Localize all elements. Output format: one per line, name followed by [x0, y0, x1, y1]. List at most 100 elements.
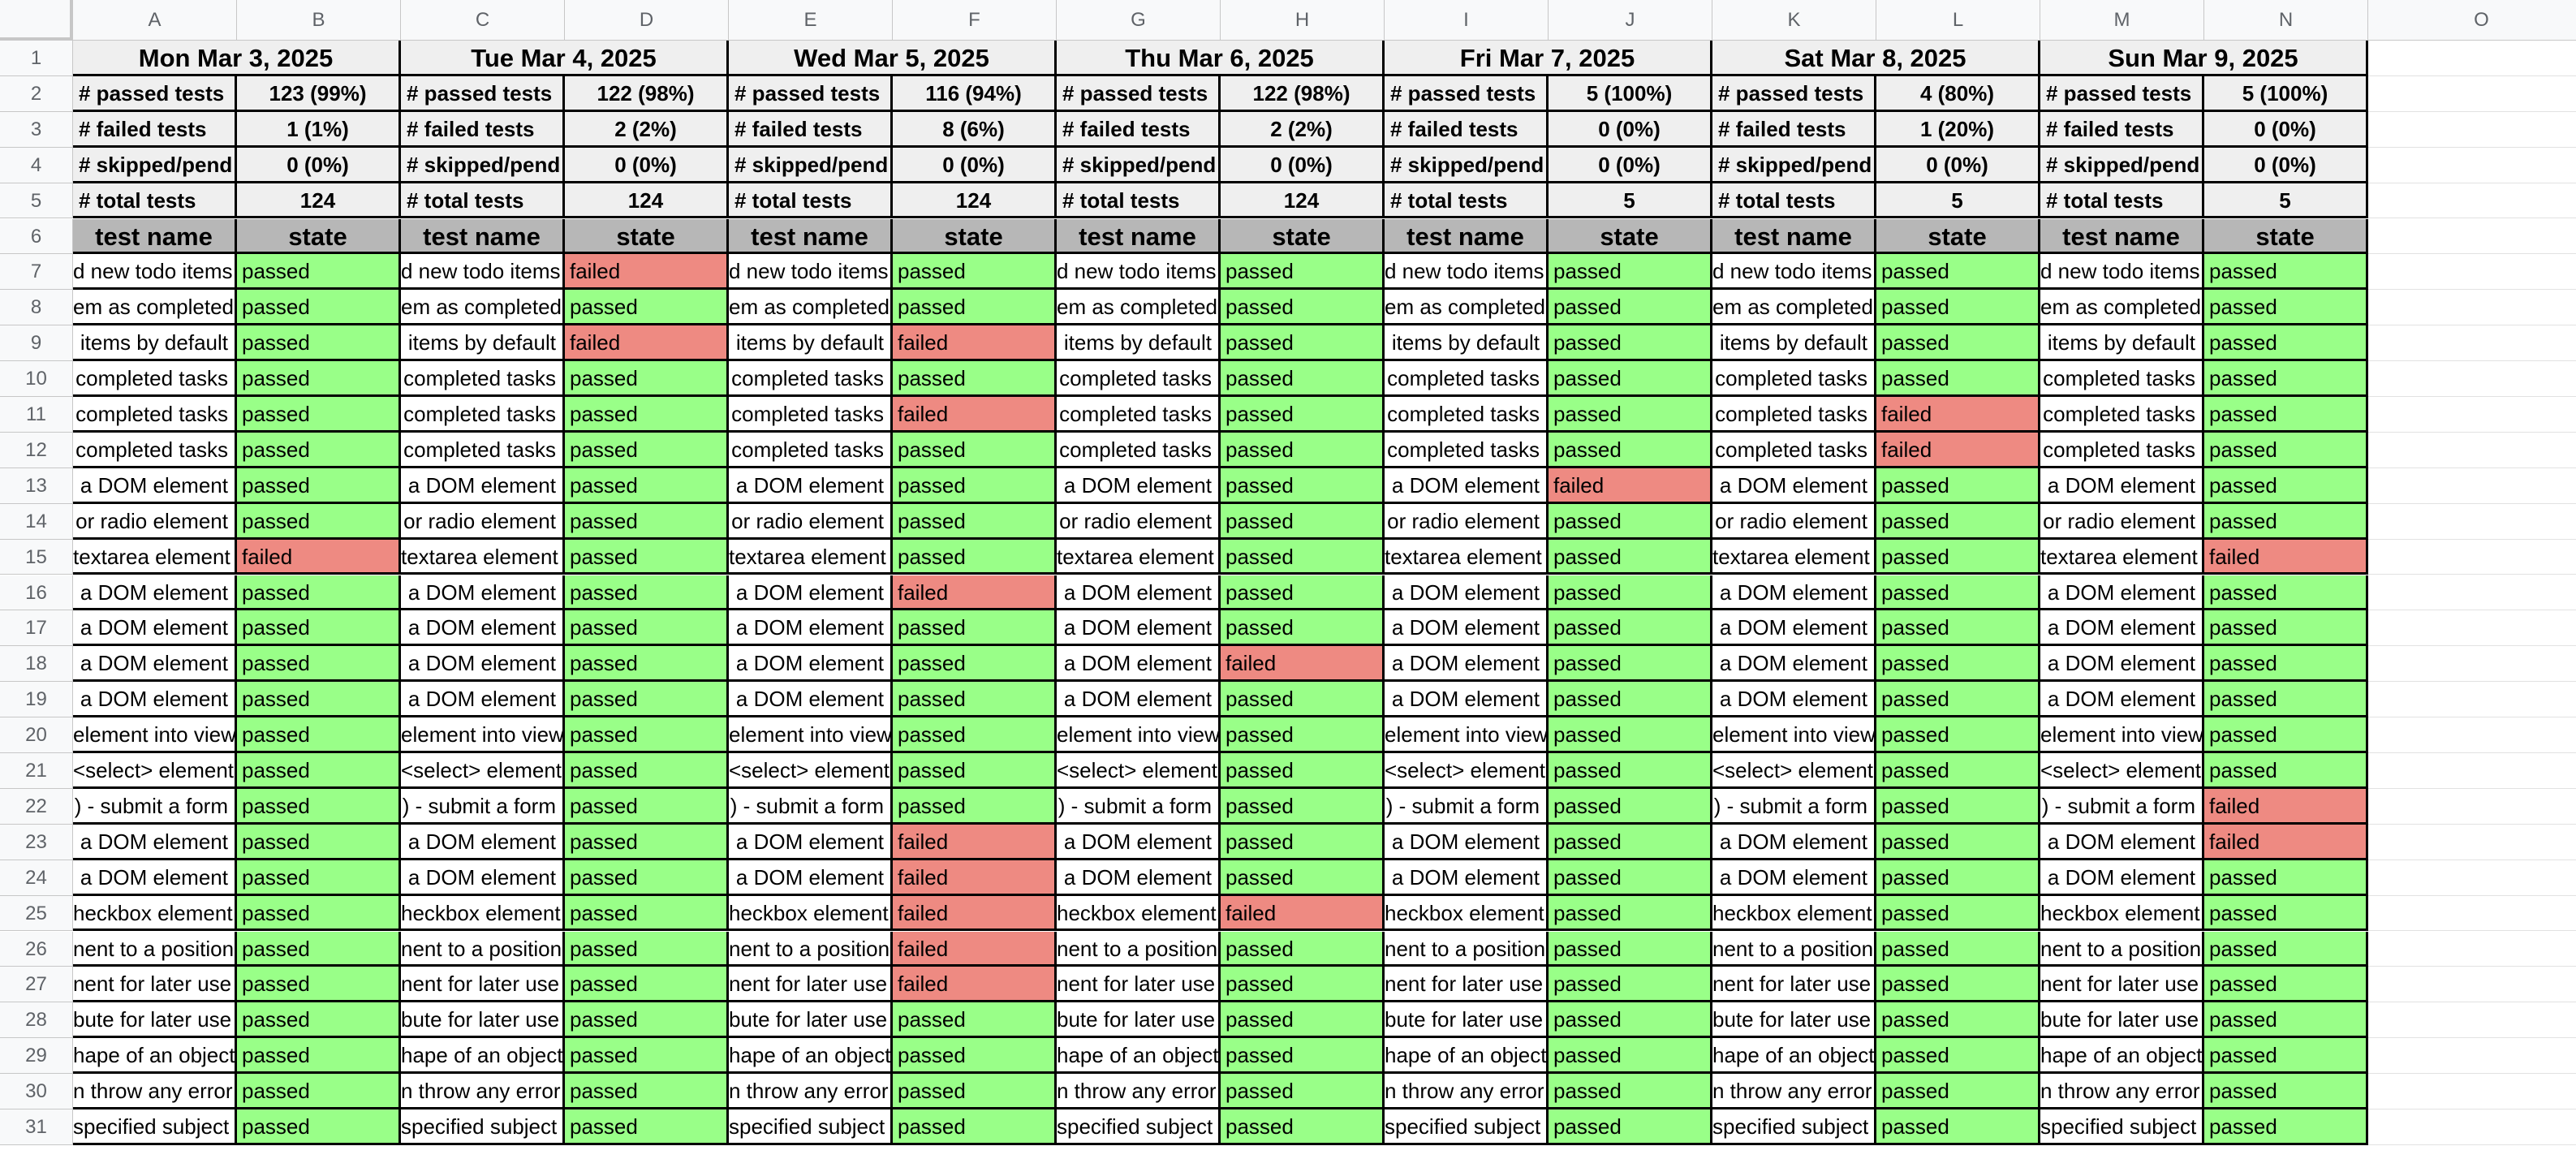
- test-name-cell[interactable]: or radio element: [401, 503, 565, 540]
- column-header-g[interactable]: G: [1057, 0, 1221, 41]
- test-state-cell[interactable]: passed: [2204, 967, 2368, 1003]
- test-state-cell[interactable]: passed: [237, 610, 401, 647]
- row-header-21[interactable]: 21: [0, 753, 73, 789]
- test-name-cell[interactable]: em as completed: [729, 290, 893, 326]
- test-name-cell[interactable]: hape of an object: [73, 1038, 237, 1075]
- test-state-cell[interactable]: passed: [1221, 325, 1385, 362]
- test-state-cell[interactable]: failed: [893, 895, 1057, 932]
- test-name-cell[interactable]: nent for later use: [401, 967, 565, 1003]
- test-state-cell[interactable]: passed: [565, 1109, 729, 1145]
- test-state-cell[interactable]: passed: [1549, 503, 1712, 540]
- test-name-cell[interactable]: hape of an object: [729, 1038, 893, 1075]
- test-state-cell[interactable]: passed: [1549, 717, 1712, 753]
- test-state-cell[interactable]: passed: [565, 503, 729, 540]
- test-name-cell[interactable]: n throw any error: [2040, 1074, 2204, 1109]
- column-header-o[interactable]: O: [2368, 0, 2576, 41]
- test-name-cell[interactable]: em as completed: [2040, 290, 2204, 326]
- test-name-cell[interactable]: <select> element: [729, 753, 893, 789]
- test-state-cell[interactable]: passed: [565, 646, 729, 683]
- test-name-cell[interactable]: specified subject: [73, 1109, 237, 1145]
- test-state-cell[interactable]: passed: [2204, 753, 2368, 789]
- test-state-cell[interactable]: passed: [237, 575, 401, 611]
- test-name-cell[interactable]: hape of an object: [1712, 1038, 1876, 1075]
- test-state-cell[interactable]: passed: [1221, 290, 1385, 326]
- test-name-cell[interactable]: hape of an object: [1057, 1038, 1221, 1075]
- test-name-cell[interactable]: a DOM element: [1712, 575, 1876, 611]
- test-state-cell[interactable]: passed: [1876, 610, 2040, 647]
- test-state-cell[interactable]: passed: [893, 539, 1057, 575]
- test-state-cell[interactable]: passed: [893, 1002, 1057, 1039]
- test-name-cell[interactable]: d new todo items: [73, 254, 237, 291]
- test-name-cell[interactable]: ) - submit a form: [729, 788, 893, 825]
- test-name-cell[interactable]: a DOM element: [73, 610, 237, 647]
- empty-cell[interactable]: [2368, 967, 2576, 1003]
- row-header-17[interactable]: 17: [0, 610, 73, 647]
- empty-cell[interactable]: [2368, 111, 2576, 148]
- test-state-cell[interactable]: passed: [565, 1002, 729, 1039]
- test-name-cell[interactable]: em as completed: [1057, 290, 1221, 326]
- test-state-cell[interactable]: failed: [893, 397, 1057, 433]
- test-state-cell[interactable]: passed: [2204, 717, 2368, 753]
- test-name-cell[interactable]: n throw any error: [1385, 1074, 1549, 1109]
- test-state-cell[interactable]: passed: [1221, 824, 1385, 860]
- test-name-cell[interactable]: completed tasks: [401, 361, 565, 397]
- row-header-27[interactable]: 27: [0, 967, 73, 1003]
- empty-cell[interactable]: [2368, 147, 2576, 183]
- test-name-cell[interactable]: a DOM element: [73, 824, 237, 860]
- test-state-cell[interactable]: passed: [893, 1109, 1057, 1145]
- test-name-cell[interactable]: hape of an object: [401, 1038, 565, 1075]
- empty-cell[interactable]: [2368, 467, 2576, 504]
- test-state-cell[interactable]: passed: [565, 361, 729, 397]
- test-name-cell[interactable]: nent for later use: [73, 967, 237, 1003]
- test-name-cell[interactable]: a DOM element: [401, 824, 565, 860]
- test-state-cell[interactable]: passed: [1549, 254, 1712, 291]
- empty-cell[interactable]: [2368, 824, 2576, 860]
- test-name-cell[interactable]: ) - submit a form: [1057, 788, 1221, 825]
- test-state-cell[interactable]: passed: [237, 254, 401, 291]
- test-name-cell[interactable]: <select> element: [1057, 753, 1221, 789]
- test-name-cell[interactable]: a DOM element: [73, 860, 237, 896]
- test-state-cell[interactable]: passed: [1221, 254, 1385, 291]
- test-state-cell[interactable]: passed: [565, 539, 729, 575]
- test-state-cell[interactable]: passed: [1549, 824, 1712, 860]
- row-header-7[interactable]: 7: [0, 254, 73, 291]
- test-state-cell[interactable]: passed: [237, 1038, 401, 1075]
- test-name-cell[interactable]: n throw any error: [401, 1074, 565, 1109]
- test-state-cell[interactable]: passed: [1221, 397, 1385, 433]
- test-name-cell[interactable]: a DOM element: [1385, 682, 1549, 718]
- row-header-23[interactable]: 23: [0, 824, 73, 860]
- test-name-cell[interactable]: nent for later use: [1057, 967, 1221, 1003]
- empty-cell[interactable]: [2368, 753, 2576, 789]
- test-name-cell[interactable]: specified subject: [1712, 1109, 1876, 1145]
- test-state-cell[interactable]: passed: [237, 682, 401, 718]
- test-name-cell[interactable]: completed tasks: [1057, 432, 1221, 468]
- row-header-3[interactable]: 3: [0, 111, 73, 148]
- test-name-cell[interactable]: a DOM element: [1385, 646, 1549, 683]
- column-header-b[interactable]: B: [237, 0, 401, 41]
- test-name-cell[interactable]: heckbox element: [1057, 895, 1221, 932]
- test-state-cell[interactable]: passed: [2204, 361, 2368, 397]
- row-header-1[interactable]: 1: [0, 41, 73, 76]
- test-name-cell[interactable]: a DOM element: [1712, 646, 1876, 683]
- test-state-cell[interactable]: passed: [2204, 860, 2368, 896]
- empty-cell[interactable]: [2368, 290, 2576, 326]
- test-state-cell[interactable]: passed: [237, 717, 401, 753]
- empty-cell[interactable]: [2368, 682, 2576, 718]
- test-state-cell[interactable]: passed: [2204, 397, 2368, 433]
- test-state-cell[interactable]: failed: [893, 967, 1057, 1003]
- test-state-cell[interactable]: passed: [1549, 325, 1712, 362]
- test-name-cell[interactable]: <select> element: [1712, 753, 1876, 789]
- test-name-cell[interactable]: a DOM element: [1057, 575, 1221, 611]
- test-name-cell[interactable]: d new todo items: [1057, 254, 1221, 291]
- row-header-10[interactable]: 10: [0, 361, 73, 397]
- test-state-cell[interactable]: passed: [237, 1002, 401, 1039]
- test-state-cell[interactable]: passed: [565, 1074, 729, 1109]
- test-state-cell[interactable]: passed: [893, 753, 1057, 789]
- test-state-cell[interactable]: passed: [565, 1038, 729, 1075]
- test-state-cell[interactable]: passed: [1876, 254, 2040, 291]
- test-state-cell[interactable]: passed: [1876, 503, 2040, 540]
- test-state-cell[interactable]: passed: [1876, 931, 2040, 967]
- test-state-cell[interactable]: passed: [893, 717, 1057, 753]
- test-state-cell[interactable]: passed: [2204, 467, 2368, 504]
- test-state-cell[interactable]: passed: [2204, 325, 2368, 362]
